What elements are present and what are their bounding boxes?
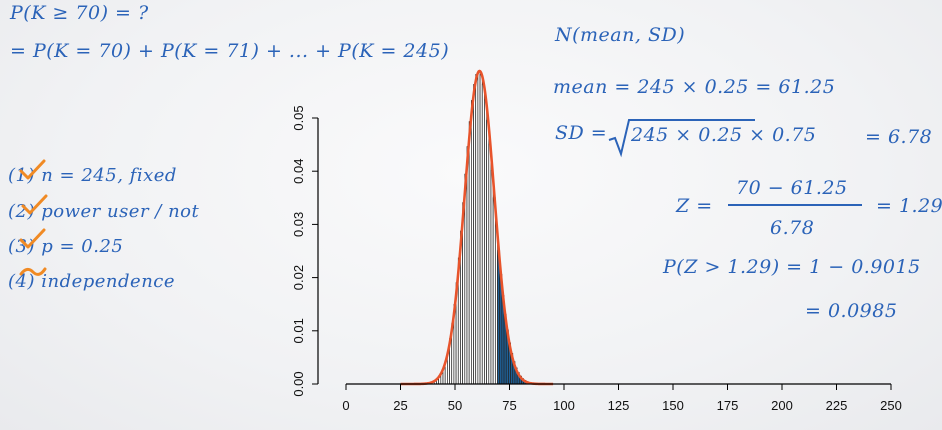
y-tick-label: 0.01: [291, 318, 306, 343]
x-tick-label: 25: [393, 398, 407, 413]
condition-text: p = 0.25: [41, 236, 124, 257]
condition-number: (3): [8, 236, 35, 257]
condition-text: power user / not: [41, 201, 200, 222]
condition-number: (1): [8, 165, 35, 186]
sd-radicand: 245 × 0.25 × 0.75: [631, 124, 817, 146]
condition-item: (4) independence: [8, 271, 175, 292]
x-tick-label: 150: [662, 398, 684, 413]
question-line: P(K ≥ 70) = ?: [10, 2, 149, 24]
z-lhs: Z =: [676, 195, 713, 217]
condition-number: (4): [8, 271, 35, 292]
y-tick-label: 0.02: [291, 265, 306, 290]
condition-number: (2): [8, 201, 35, 222]
z-denominator: 6.78: [770, 217, 815, 239]
sd-result: = 6.78: [865, 126, 933, 148]
fraction-bar: [728, 204, 862, 206]
z-equation: Z = 70 − 61.25 6.78 = 1.29: [676, 175, 942, 245]
x-tick-label: 200: [771, 398, 793, 413]
check-icon: [19, 159, 46, 180]
x-tick-label: 100: [553, 398, 575, 413]
condition-item: (1) n = 245, fixed: [8, 165, 177, 186]
x-tick-label: 250: [880, 398, 902, 413]
z-result: = 1.29: [876, 195, 942, 217]
y-tick-label: 0.03: [291, 212, 306, 237]
probability-equation: P(Z > 1.29) = 1 − 0.9015: [663, 256, 921, 278]
probability-result: = 0.0985: [805, 300, 898, 322]
x-tick-label: 125: [608, 398, 630, 413]
axes: 0 25 50 75 100 125 150 175 200 225 250 0.00 0.01 0.02…: [291, 105, 902, 413]
histogram-bars: [420, 70, 544, 385]
x-tick-label: 225: [826, 398, 848, 413]
condition-text: independence: [41, 271, 176, 292]
check-icon: [21, 194, 48, 215]
z-numerator: 70 − 61.25: [736, 177, 848, 199]
condition-item: (2) power user / not: [8, 201, 199, 222]
normal-approximation: N(mean, SD): [555, 24, 686, 46]
y-tick-label: 0.00: [291, 371, 306, 396]
expansion-line: = P(K = 70) + P(K = 71) + ... + P(K = 24…: [10, 40, 450, 62]
square-root-sign: [608, 119, 755, 158]
check-icon: [19, 228, 46, 249]
x-tick-label: 75: [502, 398, 516, 413]
condition-text: n = 245, fixed: [41, 165, 177, 186]
sd-equation: SD = 245 × 0.25 × 0.75 = 6.78: [555, 118, 942, 158]
x-tick-label: 50: [448, 398, 462, 413]
mean-equation: mean = 245 × 0.25 = 61.25: [553, 76, 836, 98]
sd-lhs: SD =: [555, 122, 608, 144]
tilde-mark-icon: [19, 267, 47, 276]
x-tick-label: 175: [717, 398, 739, 413]
y-tick-label: 0.05: [291, 105, 306, 130]
condition-item: (3) p = 0.25: [8, 236, 123, 257]
y-tick-label: 0.04: [291, 159, 306, 184]
x-tick-label: 0: [342, 398, 349, 413]
